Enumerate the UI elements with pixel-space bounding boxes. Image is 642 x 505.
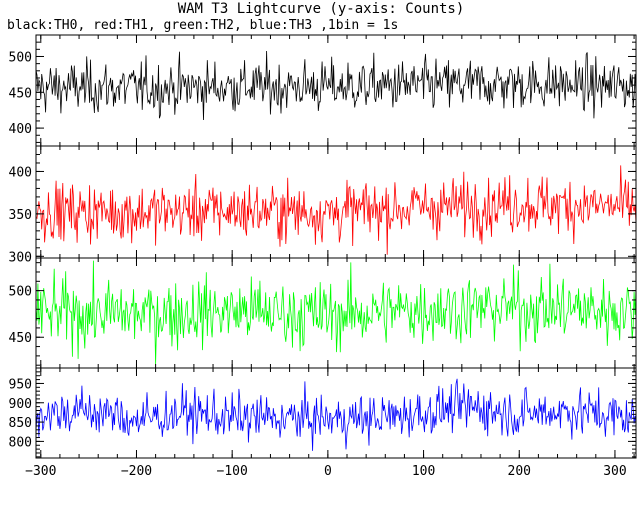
series-line-th2 <box>36 260 636 365</box>
series-line-th3 <box>36 378 636 451</box>
x-tick-label: −200 <box>121 464 152 479</box>
chart-title: WAM T3 Lightcurve (y-axis: Counts) <box>177 1 465 17</box>
panel-th1: 300 350 400 <box>9 145 637 265</box>
y-tick-label: 850 <box>9 416 32 431</box>
x-tick-label: 100 <box>412 464 435 479</box>
y-tick-label: 500 <box>9 50 32 65</box>
chart-subtitle: black:TH0, red:TH1, green:TH2, blue:TH3 … <box>7 18 399 33</box>
panel-th2: 450 500 <box>9 257 637 369</box>
panel-th3: 800 850 900 950 <box>9 367 637 459</box>
y-tick-label: 300 <box>9 250 32 265</box>
x-axis: −300 −200 −100 0 100 200 300 <box>25 464 627 479</box>
x-tick-label: 0 <box>324 464 332 479</box>
panels-layer: 400 450 500 300 350 400 450 500 800 850 900 950 <box>9 34 637 459</box>
panel-frame <box>35 367 637 459</box>
x-tick-label: 200 <box>508 464 531 479</box>
y-tick-label: 500 <box>9 285 32 300</box>
panel-th0: 400 450 500 <box>9 34 637 147</box>
x-tick-label: 300 <box>603 464 626 479</box>
y-tick-label: 800 <box>9 435 32 450</box>
y-tick-label: 400 <box>9 165 32 180</box>
y-tick-label: 450 <box>9 86 32 101</box>
y-tick-label: 950 <box>9 377 32 392</box>
y-tick-label: 400 <box>9 122 32 137</box>
y-tick-label: 900 <box>9 397 32 412</box>
series-line-th1 <box>36 165 636 255</box>
y-tick-label: 450 <box>9 331 32 346</box>
y-tick-label: 350 <box>9 208 32 223</box>
series-line-th0 <box>36 50 636 121</box>
x-tick-label: −100 <box>217 464 248 479</box>
x-tick-label: −300 <box>25 464 56 479</box>
